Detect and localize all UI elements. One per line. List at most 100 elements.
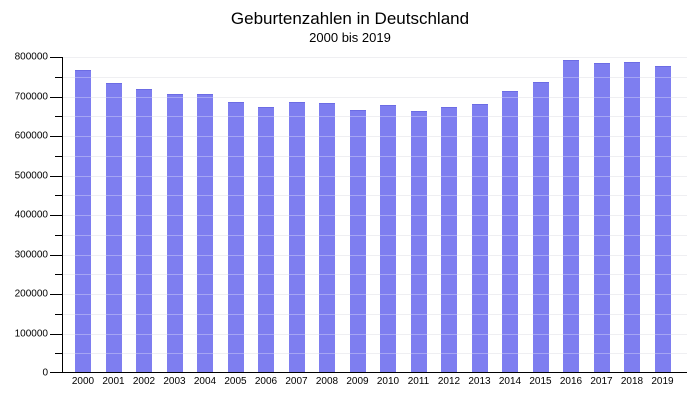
bar-2002 bbox=[136, 88, 152, 373]
bar-2009 bbox=[349, 110, 366, 373]
bar-2000 bbox=[75, 70, 91, 373]
gridline bbox=[62, 175, 687, 177]
chart-title: Geburtenzahlen in Deutschland bbox=[230, 9, 470, 28]
gridline bbox=[62, 136, 687, 137]
bar-2016 bbox=[563, 60, 579, 373]
y-major-tick bbox=[50, 254, 62, 256]
bar-2007 bbox=[288, 102, 305, 373]
gridline bbox=[62, 96, 687, 98]
y-minor-tick bbox=[55, 353, 62, 355]
gridline-overlay bbox=[62, 136, 687, 137]
y-minor-tick bbox=[55, 76, 62, 78]
y-axis-tick-label: 100000 bbox=[14, 328, 48, 339]
x-axis-tick-label: 2012 bbox=[437, 376, 461, 387]
bar-2012 bbox=[441, 106, 457, 373]
gridline-overlay bbox=[62, 313, 687, 315]
x-axis-tick-label: 2005 bbox=[224, 376, 247, 387]
bar-2013 bbox=[471, 103, 488, 373]
gridline-overlay bbox=[62, 254, 687, 256]
x-axis-tick-label: 2002 bbox=[132, 376, 156, 387]
y-axis-tick-label: 700000 bbox=[14, 91, 48, 102]
bar-2011 bbox=[410, 111, 427, 373]
gridline bbox=[62, 76, 687, 78]
y-axis-tick-label: 800000 bbox=[14, 51, 48, 63]
bar-2019 bbox=[654, 65, 671, 373]
x-axis-tick-label: 2007 bbox=[285, 376, 308, 387]
gridline-overlay bbox=[62, 76, 687, 78]
gridline-overlay bbox=[62, 116, 687, 118]
gridline bbox=[62, 294, 687, 295]
y-minor-tick bbox=[55, 116, 62, 118]
gridline bbox=[62, 234, 687, 236]
x-axis-tick-label: 2013 bbox=[468, 376, 491, 387]
gridline-overlay bbox=[62, 333, 687, 335]
y-major-tick bbox=[50, 372, 62, 373]
x-axis-tick-label: 2018 bbox=[620, 376, 644, 387]
bar-2008 bbox=[319, 103, 335, 373]
gridline bbox=[62, 353, 687, 355]
plot-area: 0 100000 200000 300000 400000 500000 600000 700… bbox=[15, 52, 687, 387]
x-axis-tick-label: 2001 bbox=[102, 376, 125, 387]
x-axis-tick-label: 2008 bbox=[315, 376, 339, 387]
y-major-tick bbox=[50, 333, 62, 335]
y-axis-tick-label: 200000 bbox=[14, 288, 48, 300]
y-minor-tick bbox=[55, 234, 62, 236]
gridline bbox=[62, 313, 687, 315]
bar-2003 bbox=[166, 93, 183, 373]
gridline bbox=[62, 254, 687, 256]
y-axis-tick-label: 500000 bbox=[14, 170, 48, 181]
chart-subtitle: 2000 bis 2019 bbox=[309, 29, 391, 45]
bar-2018 bbox=[624, 61, 640, 373]
y-major-tick bbox=[50, 175, 62, 177]
bar-2005 bbox=[227, 102, 244, 373]
y-minor-tick bbox=[55, 155, 62, 157]
y-minor-tick bbox=[55, 313, 62, 315]
y-minor-tick bbox=[55, 195, 62, 197]
bar-2014 bbox=[502, 90, 518, 373]
gridline-overlay bbox=[62, 215, 687, 216]
x-axis-line bbox=[62, 372, 687, 373]
x-axis-tick-label: 2015 bbox=[529, 376, 552, 387]
gridline-overlay bbox=[62, 57, 687, 58]
gridline bbox=[62, 195, 687, 197]
y-minor-tick bbox=[55, 274, 62, 276]
bar-2001 bbox=[105, 82, 122, 373]
y-axis-tick-label: 600000 bbox=[14, 130, 48, 142]
gridline-overlay bbox=[62, 96, 687, 98]
x-axis-tick-label: 2006 bbox=[254, 376, 278, 387]
y-major-tick bbox=[50, 294, 62, 295]
gridline-overlay bbox=[62, 234, 687, 236]
x-axis-tick-label: 2016 bbox=[559, 376, 583, 387]
gridline bbox=[62, 116, 687, 118]
x-axis-tick-label: 2017 bbox=[590, 376, 613, 387]
x-axis-tick-label: 2004 bbox=[193, 376, 217, 387]
x-axis-tick-label: 2011 bbox=[407, 376, 430, 387]
gridline bbox=[62, 333, 687, 335]
bar-2010 bbox=[380, 105, 396, 373]
gridline bbox=[62, 155, 687, 157]
y-axis-tick-label: 300000 bbox=[14, 249, 48, 260]
bar-2017 bbox=[593, 62, 610, 373]
gridline bbox=[62, 57, 687, 58]
gridline-overlay bbox=[62, 195, 687, 197]
y-axis-tick-label: 0 bbox=[42, 367, 48, 379]
y-major-tick bbox=[50, 96, 62, 98]
x-axis-tick-label: 2014 bbox=[498, 376, 522, 387]
bar-2006 bbox=[258, 107, 274, 373]
gridline-overlay bbox=[62, 294, 687, 295]
bar-2015 bbox=[532, 81, 549, 373]
gridline-overlay bbox=[62, 274, 687, 276]
y-major-tick bbox=[50, 136, 62, 137]
y-major-tick bbox=[50, 57, 62, 58]
x-axis-tick-label: 2003 bbox=[163, 376, 186, 387]
y-major-tick bbox=[50, 215, 62, 216]
gridline bbox=[62, 215, 687, 216]
x-axis-tick-label: 2010 bbox=[376, 376, 400, 387]
gridline-overlay bbox=[62, 353, 687, 355]
gridline-overlay bbox=[62, 175, 687, 177]
bar-2004 bbox=[197, 94, 213, 373]
x-axis-tick-label: 2009 bbox=[346, 376, 369, 387]
gridline bbox=[62, 274, 687, 276]
chart-header: Geburtenzahlen in Deutschland 2000 bis 2… bbox=[0, 9, 700, 45]
